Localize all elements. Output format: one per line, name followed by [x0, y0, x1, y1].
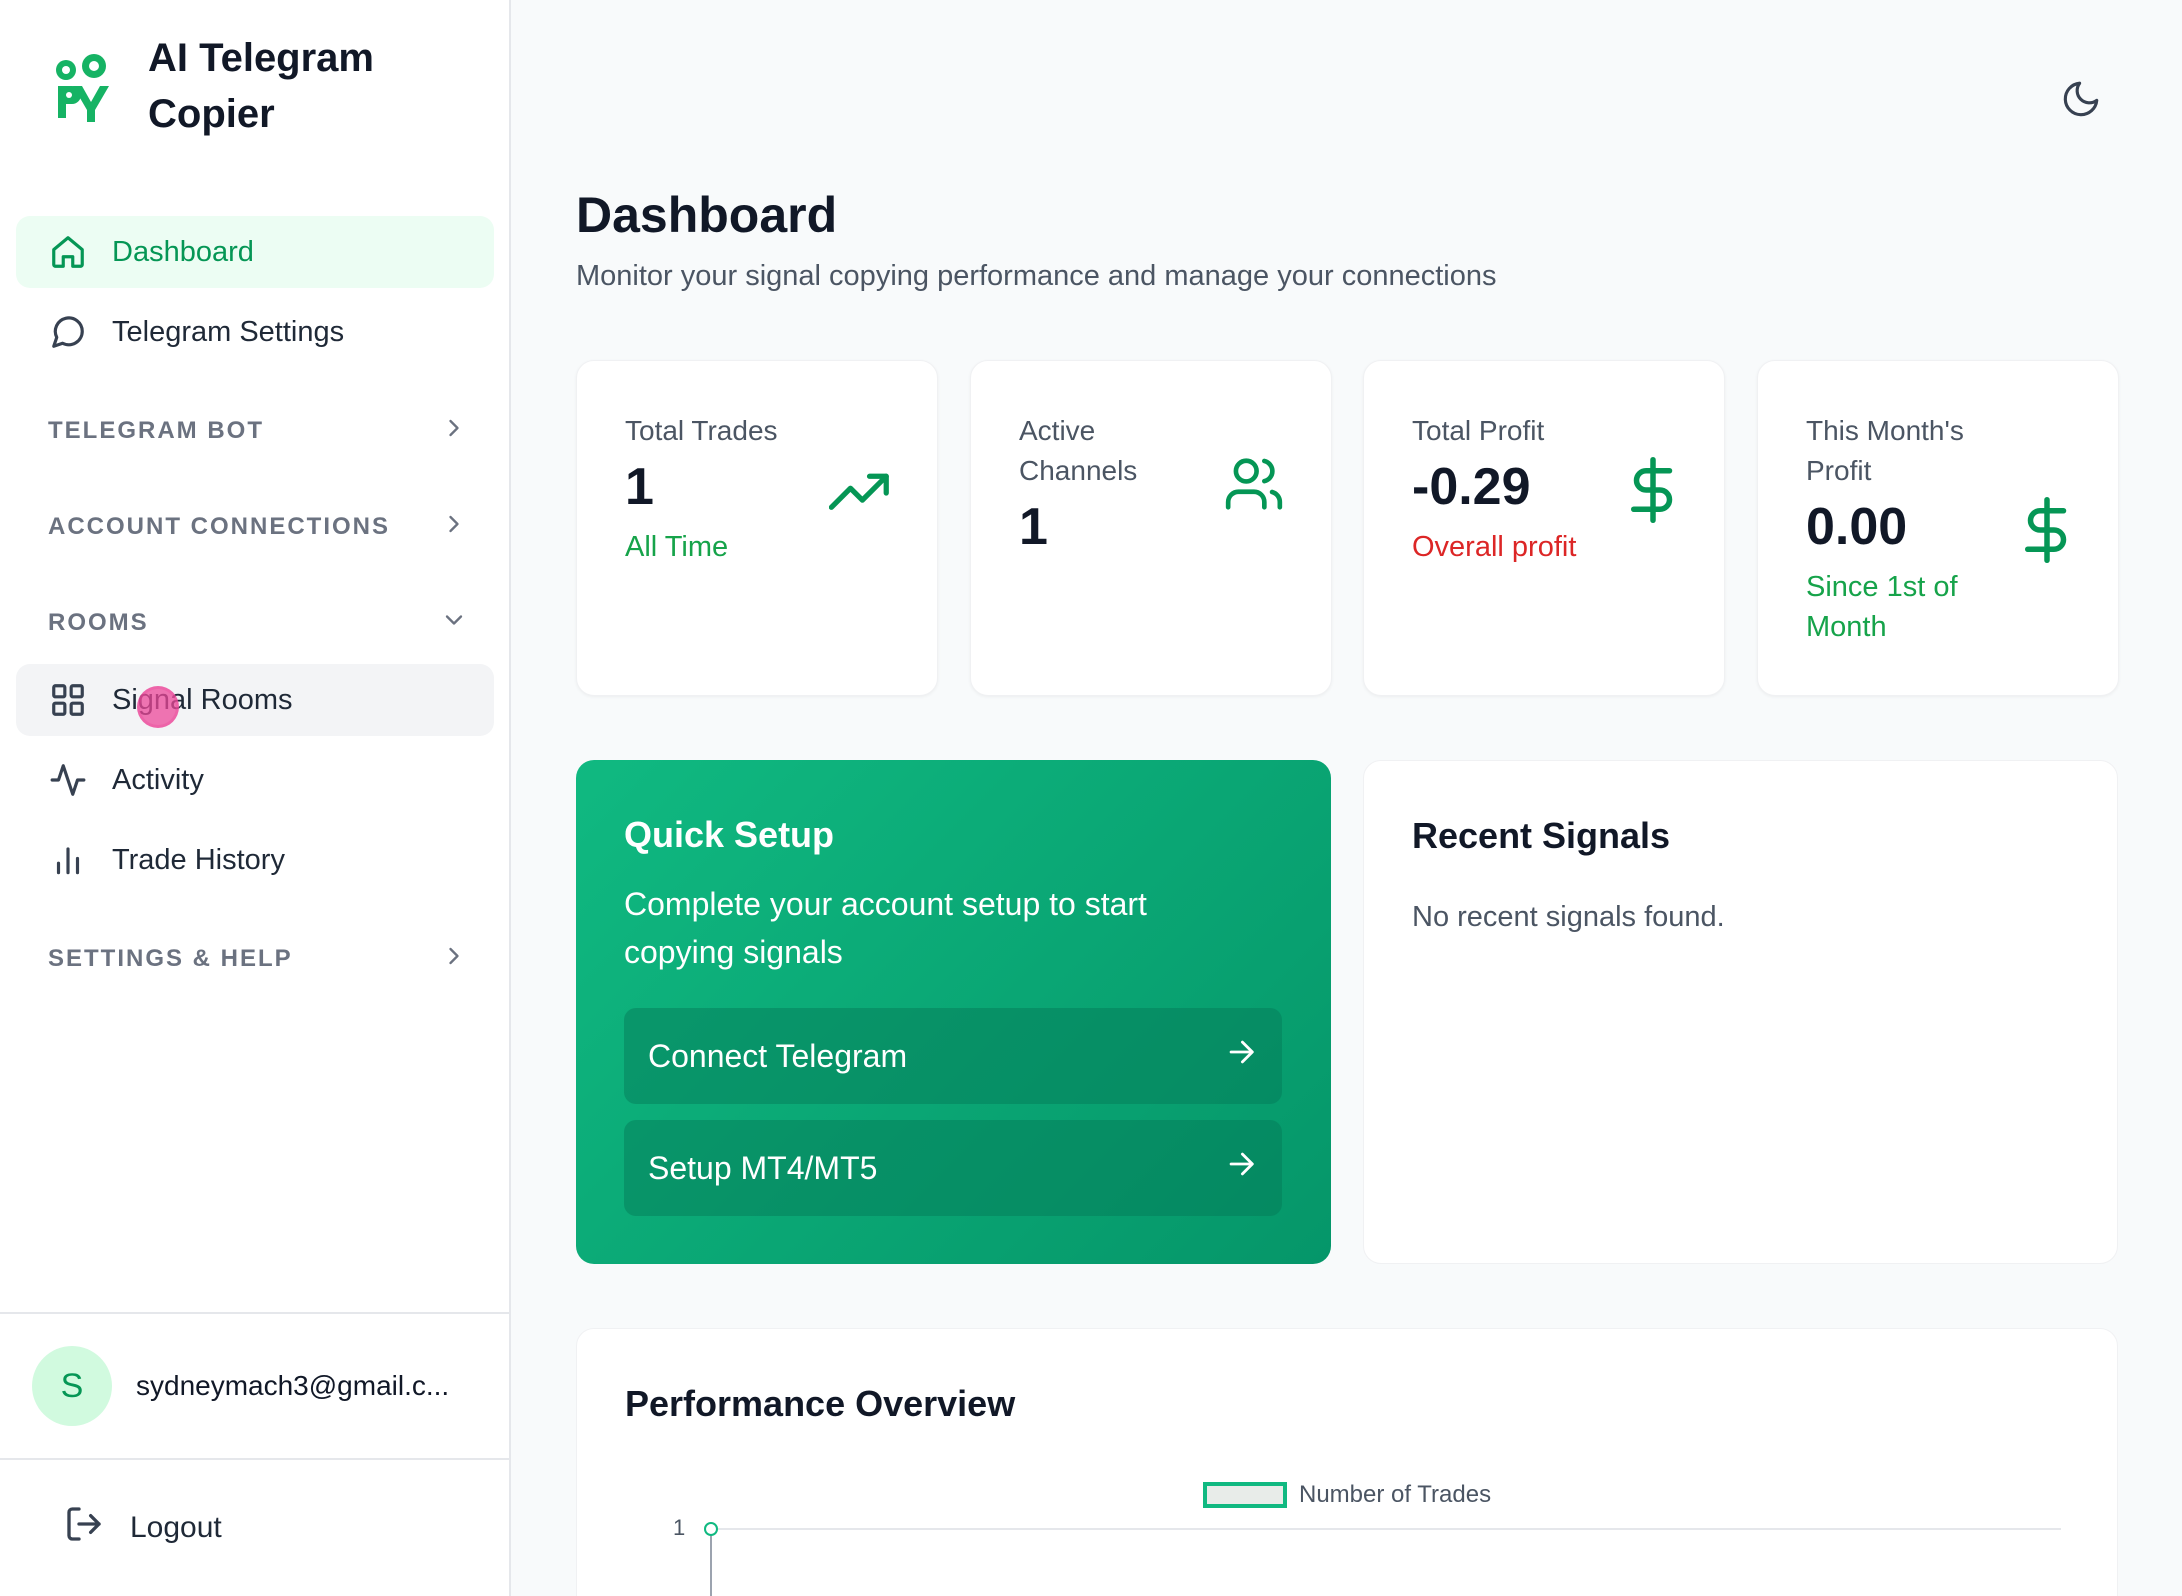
button-label: Connect Telegram	[648, 1037, 908, 1074]
stat-subtext: Since 1st of Month	[1806, 571, 1958, 643]
stat-card-total-profit: Total Profit -0.29 Overall profit	[1363, 360, 1725, 696]
arrow-right-icon	[1224, 1035, 1258, 1077]
home-icon	[48, 232, 88, 272]
chevron-right-icon	[440, 942, 468, 977]
legend-swatch	[1203, 1482, 1287, 1508]
stat-value: 1	[1019, 498, 1048, 556]
sidebar-item-activity[interactable]: Activity	[16, 744, 494, 816]
section-account-connections[interactable]: ACCOUNT CONNECTIONS	[48, 507, 468, 547]
legend-label: Number of Trades	[1299, 1481, 1492, 1508]
stat-label: Total Trades	[625, 415, 778, 446]
section-rooms[interactable]: ROOMS	[48, 603, 468, 643]
sidebar-item-label: Telegram Settings	[112, 315, 345, 348]
sidebar-item-signal-rooms[interactable]: Signal Rooms	[16, 664, 494, 736]
message-circle-icon	[48, 312, 88, 352]
theme-toggle-button[interactable]	[2060, 78, 2102, 120]
stat-card-month-profit: This Month's Profit 0.00 Since 1st of Mo…	[1757, 360, 2119, 696]
dollar-icon	[2022, 497, 2072, 568]
sidebar: AI Telegram Copier Dashboard Telegram Se…	[0, 0, 511, 1596]
stat-subtext: All Time	[625, 531, 729, 563]
stat-label: Total Profit	[1412, 415, 1545, 446]
user-email: sydneymach3@gmail.c...	[136, 1370, 450, 1401]
stat-label: This Month's Profit	[1806, 415, 1964, 486]
sidebar-item-label: Trade History	[112, 843, 285, 876]
chart-legend[interactable]: Number of Trades	[1203, 1481, 1491, 1509]
app-title: AI Telegram Copier	[148, 36, 374, 136]
arrow-right-icon	[1224, 1147, 1258, 1189]
bar-chart-icon	[48, 840, 88, 880]
moon-icon	[2063, 81, 2099, 117]
stat-card-active-channels: Active Channels 1	[970, 360, 1332, 696]
quick-setup-description: Complete your account setup to start cop…	[624, 886, 1147, 970]
sidebar-item-label: Activity	[112, 763, 204, 796]
user-profile[interactable]: S sydneymach3@gmail.c...	[32, 1346, 449, 1426]
avatar: S	[32, 1346, 112, 1426]
chevron-right-icon	[440, 414, 468, 449]
quick-setup-card: Quick Setup Complete your account setup …	[576, 760, 1331, 1264]
sidebar-item-trade-history[interactable]: Trade History	[16, 824, 494, 896]
trending-up-icon	[828, 471, 891, 520]
stat-label: Active Channels	[1019, 415, 1138, 486]
mouse-cursor-indicator	[137, 686, 179, 728]
quick-setup-title: Quick Setup	[624, 814, 835, 855]
brand[interactable]: AI Telegram Copier	[52, 30, 428, 142]
dollar-icon	[1628, 457, 1678, 528]
data-point	[704, 1522, 718, 1536]
section-label: SETTINGS & HELP	[48, 945, 293, 972]
sidebar-item-telegram-settings[interactable]: Telegram Settings	[16, 296, 494, 368]
logout-icon	[64, 1504, 104, 1552]
performance-overview-card: Performance Overview Number of Trades 1	[576, 1328, 2118, 1596]
button-label: Setup MT4/MT5	[648, 1149, 878, 1186]
divider	[0, 1458, 511, 1460]
sidebar-item-label: Dashboard	[112, 235, 254, 268]
page-title: Dashboard	[576, 187, 838, 243]
sidebar-item-dashboard[interactable]: Dashboard	[16, 216, 494, 288]
section-telegram-bot[interactable]: TELEGRAM BOT	[48, 411, 468, 451]
performance-title: Performance Overview	[625, 1383, 1016, 1424]
section-label: ROOMS	[48, 609, 149, 636]
empty-state-text: No recent signals found.	[1412, 901, 1725, 933]
performance-chart	[704, 1522, 2061, 1596]
stat-value: -0.29	[1412, 458, 1531, 516]
logout-label: Logout	[130, 1511, 222, 1544]
section-settings-help[interactable]: SETTINGS & HELP	[48, 939, 468, 979]
stat-card-total-trades: Total Trades 1 All Time	[576, 360, 938, 696]
section-label: ACCOUNT CONNECTIONS	[48, 513, 390, 540]
y-tick-label: 1	[673, 1515, 686, 1540]
stat-subtext: Overall profit	[1412, 531, 1577, 563]
users-icon	[1223, 453, 1285, 520]
chevron-right-icon	[440, 510, 468, 545]
stat-value: 0.00	[1806, 498, 1908, 556]
chevron-down-icon	[440, 606, 468, 641]
app-logo	[56, 54, 109, 122]
divider	[0, 1312, 511, 1314]
page-subtitle: Monitor your signal copying performance …	[576, 260, 1497, 292]
grid-icon	[48, 680, 88, 720]
recent-signals-title: Recent Signals	[1412, 815, 1671, 856]
section-label: TELEGRAM BOT	[48, 417, 264, 444]
recent-signals-card: Recent Signals No recent signals found.	[1363, 760, 2118, 1264]
connect-telegram-button[interactable]: Connect Telegram	[624, 1008, 1282, 1104]
logout-button[interactable]: Logout	[64, 1504, 222, 1552]
setup-mt4-mt5-button[interactable]: Setup MT4/MT5	[624, 1120, 1282, 1216]
stat-value: 1	[625, 458, 654, 516]
activity-icon	[48, 760, 88, 800]
